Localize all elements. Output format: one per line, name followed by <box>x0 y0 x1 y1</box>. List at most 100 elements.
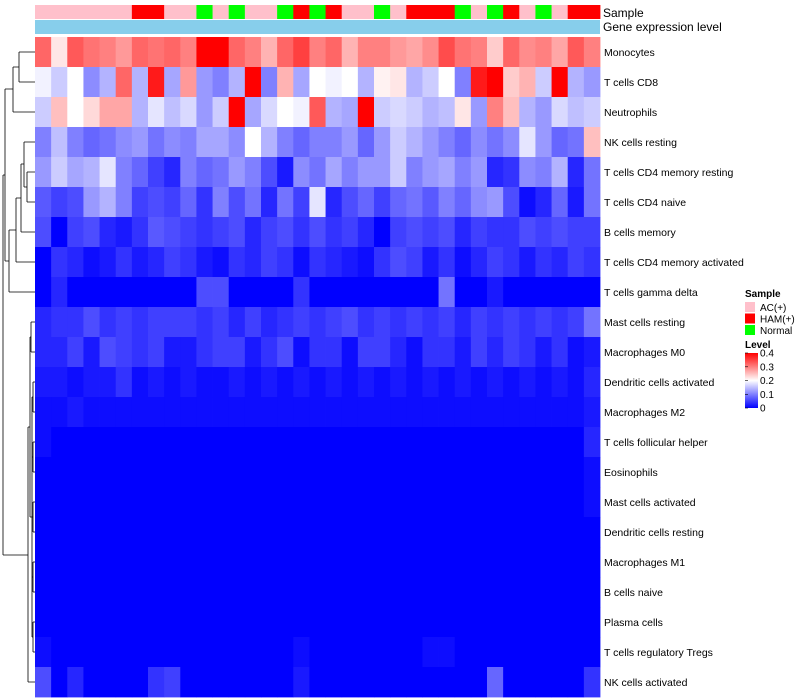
heatmap-cell <box>535 127 552 158</box>
heatmap-cell <box>148 457 165 488</box>
heatmap-cell <box>180 127 197 158</box>
heatmap-cell <box>212 367 230 398</box>
heatmap-cell <box>390 37 407 68</box>
heatmap-cell <box>583 187 601 218</box>
heatmap-cell <box>422 397 439 428</box>
sample-annotation-cell <box>309 5 326 19</box>
heatmap-cell <box>357 427 375 458</box>
heatmap-cell <box>35 517 52 548</box>
heatmap-cell <box>503 577 520 608</box>
heatmap-cell <box>131 397 149 428</box>
heatmap-cell <box>374 547 391 578</box>
heatmap-cell <box>503 487 520 518</box>
heatmap-cell <box>180 427 197 458</box>
heatmap-cell <box>390 577 407 608</box>
row-label: Mast cells resting <box>604 317 685 329</box>
heatmap-cell <box>374 397 391 428</box>
heatmap-cell <box>261 187 278 218</box>
heatmap-cell <box>99 427 117 458</box>
heatmap-cell <box>535 157 552 188</box>
heatmap-cell <box>261 127 278 158</box>
heatmap-cell <box>131 37 149 68</box>
heatmap-cell <box>438 307 456 338</box>
heatmap-cell <box>567 487 585 518</box>
heatmap-cell <box>35 97 52 128</box>
heatmap-cell <box>212 277 230 308</box>
heatmap-cell <box>487 637 504 668</box>
heatmap-cell <box>131 457 149 488</box>
heatmap-cell <box>357 67 375 98</box>
heatmap-cell <box>131 127 149 158</box>
heatmap-cell <box>519 457 536 488</box>
heatmap-cell <box>487 217 504 248</box>
heatmap-cell <box>357 547 375 578</box>
heatmap-cell <box>390 337 407 368</box>
heatmap-cell <box>164 157 181 188</box>
heatmap-cell <box>309 637 326 668</box>
heatmap-cell <box>551 97 569 128</box>
heatmap-cell <box>309 37 326 68</box>
heatmap-cell <box>454 457 472 488</box>
heatmap-cell <box>519 277 536 308</box>
heatmap-cell <box>35 157 52 188</box>
heatmap-cell <box>51 187 68 218</box>
heatmap-cell <box>131 637 149 668</box>
heatmap-cell <box>422 427 439 458</box>
heatmap-cell <box>519 37 536 68</box>
heatmap-cell <box>212 157 230 188</box>
heatmap-cell <box>551 517 569 548</box>
heatmap-cell <box>390 637 407 668</box>
sample-annotation-cell <box>406 5 423 19</box>
heatmap-cell <box>196 517 213 548</box>
heatmap-cell <box>228 667 246 698</box>
heatmap-cell <box>583 667 601 698</box>
heatmap-cell <box>325 67 343 98</box>
heatmap-cell <box>503 97 520 128</box>
heatmap-cell <box>503 517 520 548</box>
heatmap-cell <box>180 637 197 668</box>
heatmap-cell <box>357 277 375 308</box>
heatmap-cell <box>341 307 359 338</box>
heatmap-cell <box>487 337 504 368</box>
heatmap-cell <box>51 307 68 338</box>
heatmap-cell <box>99 337 117 368</box>
heatmap-cell <box>406 277 423 308</box>
heatmap-cell <box>164 457 181 488</box>
heatmap-cell <box>341 487 359 518</box>
heatmap-cell <box>148 217 165 248</box>
heatmap-cell <box>551 67 569 98</box>
heatmap-cell <box>115 277 133 308</box>
heatmap-cell <box>115 217 133 248</box>
heatmap-cell <box>51 577 68 608</box>
heatmap-cell <box>341 667 359 698</box>
heatmap-cell <box>341 367 359 398</box>
heatmap-cell <box>470 337 488 368</box>
heatmap-cell <box>67 157 84 188</box>
heatmap-cell <box>261 157 278 188</box>
heatmap-cell <box>374 247 391 278</box>
heatmap-cell <box>99 397 117 428</box>
heatmap-cell <box>357 487 375 518</box>
heatmap-cell <box>83 667 100 698</box>
heatmap-cell <box>244 517 262 548</box>
heatmap-cell <box>212 667 230 698</box>
heatmap-cell <box>228 457 246 488</box>
heatmap-cell <box>99 577 117 608</box>
heatmap-cell <box>180 97 197 128</box>
heatmap-cell <box>583 547 601 578</box>
sample-annotation-cell <box>196 5 213 19</box>
heatmap-cell <box>567 67 585 98</box>
heatmap-cell <box>83 547 100 578</box>
heatmap-cell <box>551 157 569 188</box>
heatmap-cell <box>390 97 407 128</box>
row-label: T cells gamma delta <box>604 287 698 299</box>
heatmap-cell <box>244 97 262 128</box>
heatmap-cell <box>470 37 488 68</box>
heatmap-cell <box>115 397 133 428</box>
sample-legend-swatch <box>745 302 755 312</box>
heatmap-cell <box>115 37 133 68</box>
heatmap-cell <box>454 667 472 698</box>
heatmap-cell <box>148 397 165 428</box>
heatmap-cell <box>164 427 181 458</box>
heatmap-cell <box>164 337 181 368</box>
